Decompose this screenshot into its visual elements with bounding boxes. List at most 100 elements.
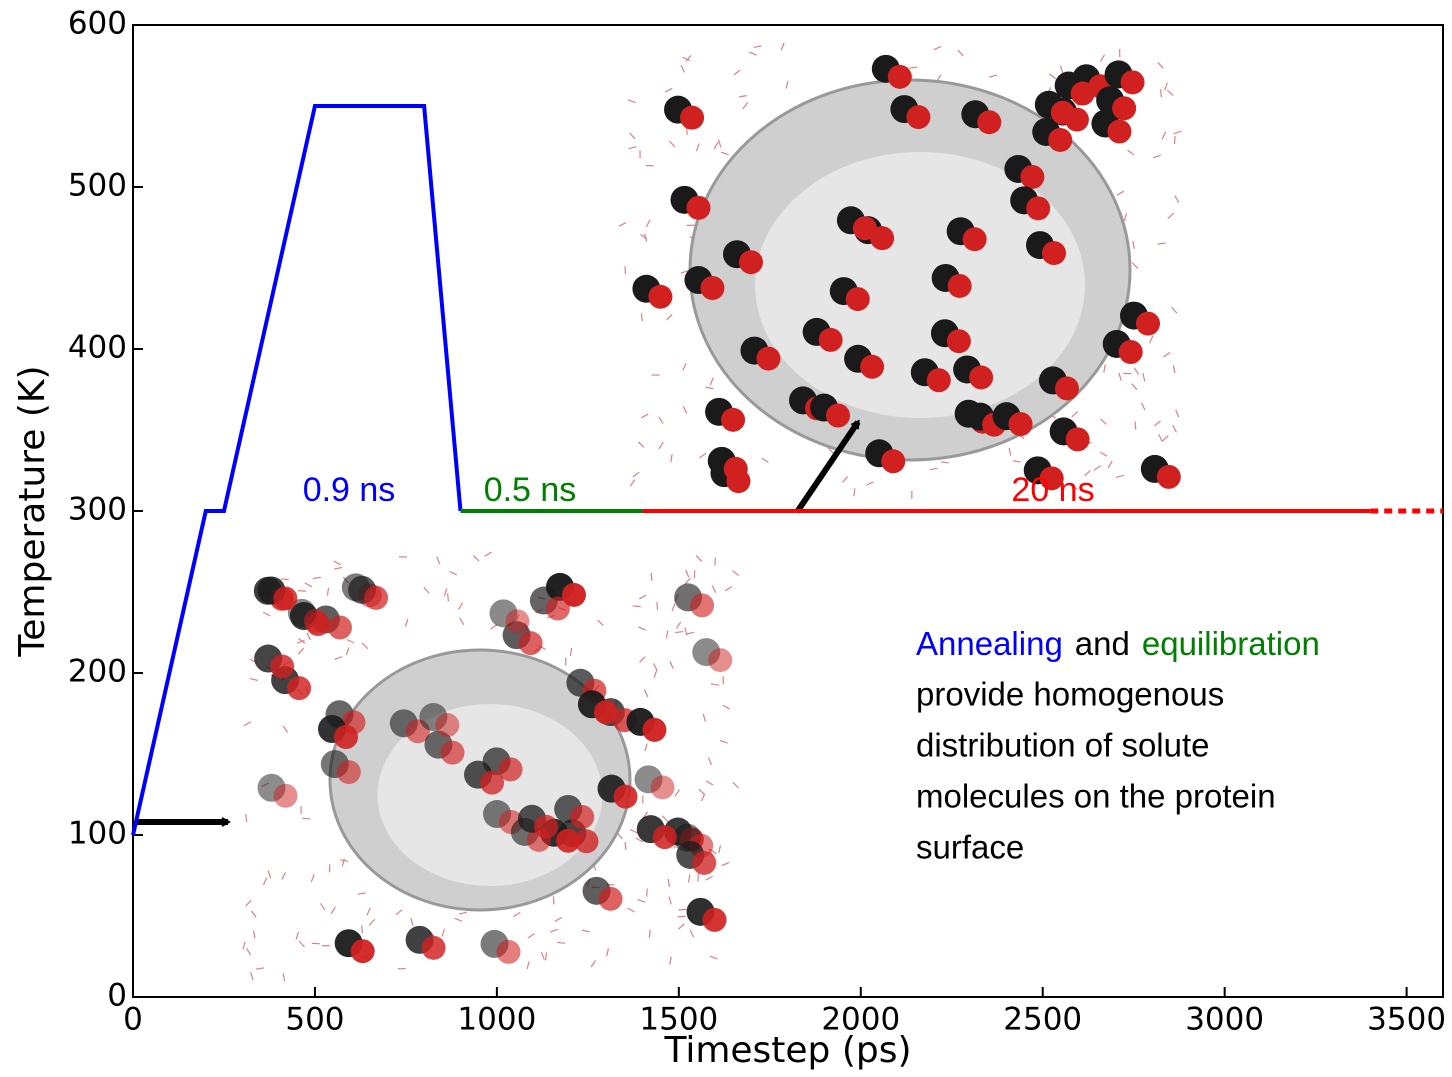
water [695, 143, 700, 152]
water [705, 875, 713, 881]
solute-atom [480, 770, 505, 795]
solute-atom [421, 935, 446, 960]
water [1148, 335, 1154, 344]
x-tick-label: 2500 [1003, 1002, 1082, 1038]
note-span: and [1075, 625, 1130, 662]
water [675, 621, 682, 630]
solute-atom [570, 804, 595, 829]
water [280, 578, 289, 581]
water [664, 87, 673, 93]
water [628, 146, 637, 150]
x-tick-label: 3500 [1367, 1002, 1446, 1038]
water [646, 888, 648, 897]
water [262, 611, 271, 617]
solute-atom [860, 354, 885, 379]
solute-atom [826, 403, 851, 428]
water [748, 51, 757, 56]
water [665, 630, 669, 639]
water [658, 441, 664, 450]
solute-atom [1008, 412, 1033, 437]
water [550, 928, 558, 933]
solute-atom [303, 608, 328, 633]
water [304, 582, 313, 588]
water [711, 585, 717, 594]
water [1175, 409, 1180, 418]
water [724, 586, 733, 592]
solute-atom [692, 850, 717, 875]
water [627, 99, 636, 104]
solute-atom [642, 717, 667, 742]
water [1103, 364, 1106, 373]
solute-atom [652, 825, 677, 850]
water [552, 896, 555, 905]
water [459, 617, 465, 626]
water [458, 911, 467, 915]
water [644, 743, 648, 752]
water [302, 817, 311, 820]
water [643, 689, 649, 698]
solute-atom [273, 586, 298, 611]
water [262, 877, 268, 886]
solute-atom [435, 713, 460, 738]
solute-atom [1118, 339, 1143, 364]
solute-atom [648, 284, 673, 309]
water [618, 222, 627, 227]
water [658, 416, 664, 424]
water [637, 441, 645, 448]
water [697, 873, 700, 882]
water [1070, 484, 1078, 491]
note-span: Annealing [916, 625, 1063, 662]
water [669, 661, 674, 669]
solute-atom [738, 250, 763, 275]
water [447, 593, 449, 602]
solute-atom [270, 654, 295, 679]
water [629, 132, 636, 140]
water [404, 618, 409, 627]
water [653, 663, 658, 671]
water [557, 941, 566, 944]
water [319, 903, 326, 911]
water [312, 576, 321, 580]
water [761, 457, 769, 463]
water [1158, 433, 1163, 442]
solute-atom [598, 886, 623, 911]
water [684, 577, 691, 585]
water [624, 842, 627, 851]
water [668, 896, 672, 905]
water [669, 956, 672, 965]
water [1132, 240, 1135, 249]
y-tick-label: 0 [107, 978, 127, 1014]
water [1059, 65, 1064, 74]
water [638, 626, 646, 631]
water [719, 739, 728, 744]
water [1049, 73, 1057, 80]
solute-atom [887, 64, 912, 89]
y-tick-label: 600 [68, 6, 127, 42]
x-tick-label: 2000 [821, 1002, 900, 1038]
water [827, 446, 834, 454]
water [738, 95, 747, 98]
solute-atom [1041, 241, 1066, 266]
water [780, 42, 785, 51]
y-tick-label: 200 [68, 654, 127, 690]
water [1115, 474, 1124, 478]
solute-atom [881, 449, 906, 474]
water [627, 907, 635, 913]
water [1157, 61, 1164, 69]
solute-atom [756, 346, 781, 371]
water [341, 858, 345, 867]
water [334, 566, 343, 570]
water [1173, 130, 1182, 135]
water [436, 556, 441, 565]
water [250, 972, 254, 981]
water [368, 918, 376, 926]
water [653, 669, 658, 678]
water [705, 386, 714, 390]
water [648, 929, 651, 938]
water [1008, 447, 1012, 456]
water [513, 911, 521, 917]
water [637, 899, 646, 903]
solute-atom [496, 939, 521, 964]
water [722, 704, 731, 710]
water [675, 630, 684, 634]
